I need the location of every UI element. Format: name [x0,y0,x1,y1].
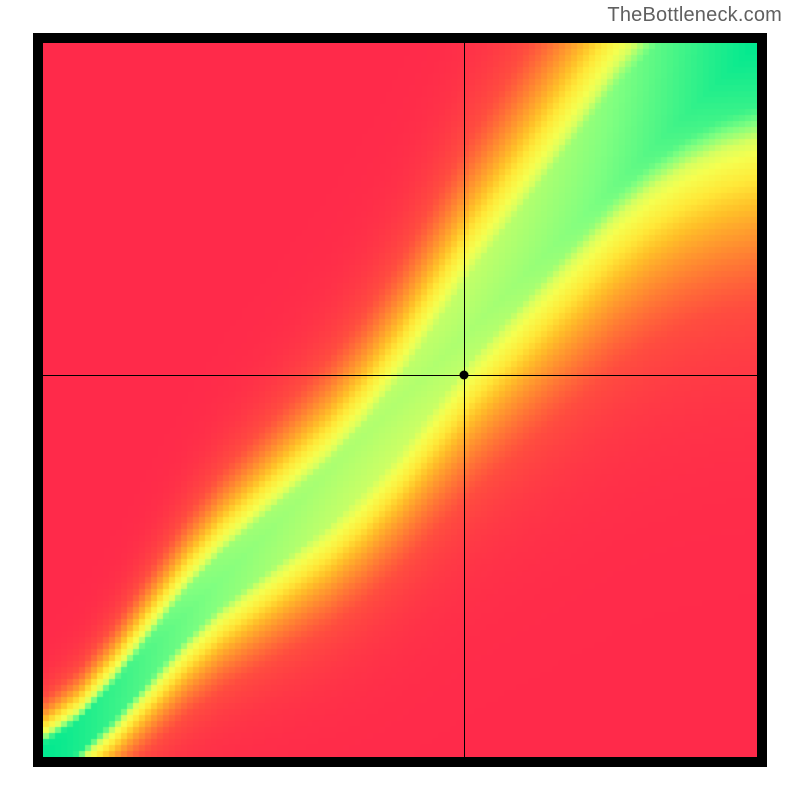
crosshair-marker [460,371,469,380]
heatmap-canvas [43,43,757,757]
chart-frame [33,33,767,767]
page-root: TheBottleneck.com [0,0,800,800]
watermark-text: TheBottleneck.com [607,4,782,27]
crosshair-horizontal [43,375,757,376]
chart-plot-area [43,43,757,757]
crosshair-vertical [464,43,465,757]
